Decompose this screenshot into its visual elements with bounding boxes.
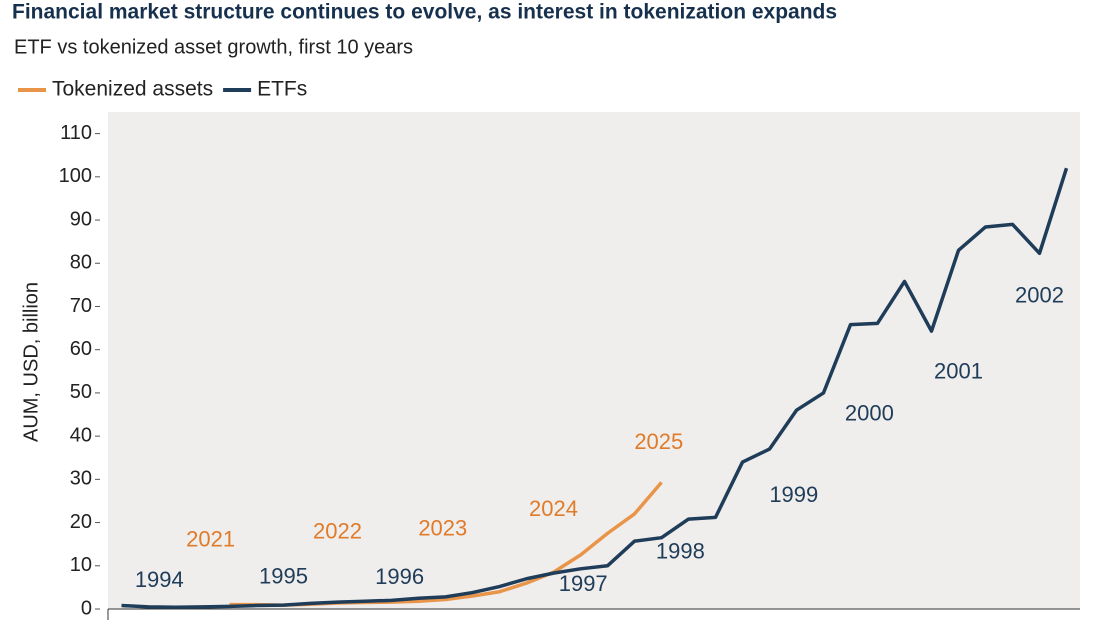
annotation: 2002 bbox=[1015, 282, 1064, 307]
y-tick-label: 50 bbox=[70, 381, 92, 403]
y-tick-label: 110 bbox=[60, 122, 92, 144]
y-tick-label: 10 bbox=[70, 554, 92, 576]
y-tick-label: 20 bbox=[70, 511, 92, 533]
annotation: 2022 bbox=[313, 519, 362, 544]
annotation: 2024 bbox=[529, 496, 578, 521]
y-tick-label: 60 bbox=[70, 338, 92, 360]
legend-label: Tokenized assets bbox=[52, 78, 213, 101]
annotation: 1998 bbox=[656, 539, 705, 564]
annotation: 1995 bbox=[259, 563, 308, 588]
annotation: 1999 bbox=[769, 482, 818, 507]
annotation: 2021 bbox=[186, 527, 235, 552]
y-tick-label: 100 bbox=[59, 165, 92, 187]
y-tick-label: 90 bbox=[70, 208, 92, 230]
annotation: 1997 bbox=[559, 571, 608, 596]
annotation: 1996 bbox=[375, 564, 424, 589]
annotation: 2000 bbox=[845, 400, 894, 425]
y-tick-label: 40 bbox=[70, 424, 92, 446]
annotation: 1994 bbox=[135, 567, 184, 592]
plot-area bbox=[108, 112, 1080, 609]
annotation: 2025 bbox=[634, 429, 683, 454]
legend-label: ETFs bbox=[257, 78, 307, 101]
y-tick-label: 80 bbox=[70, 252, 92, 274]
chart-title: Financial market structure continues to … bbox=[12, 1, 837, 24]
y-tick-label: 70 bbox=[70, 295, 92, 317]
series-line bbox=[121, 167, 1069, 610]
chart-subtitle: ETF vs tokenized asset growth, first 10 … bbox=[14, 36, 413, 58]
y-axis-label: AUM, USD, billion bbox=[20, 282, 42, 442]
annotation: 2001 bbox=[934, 358, 983, 383]
y-tick-label: 30 bbox=[70, 468, 92, 490]
y-tick-label: 0 bbox=[81, 597, 92, 619]
annotation: 2023 bbox=[418, 516, 467, 541]
